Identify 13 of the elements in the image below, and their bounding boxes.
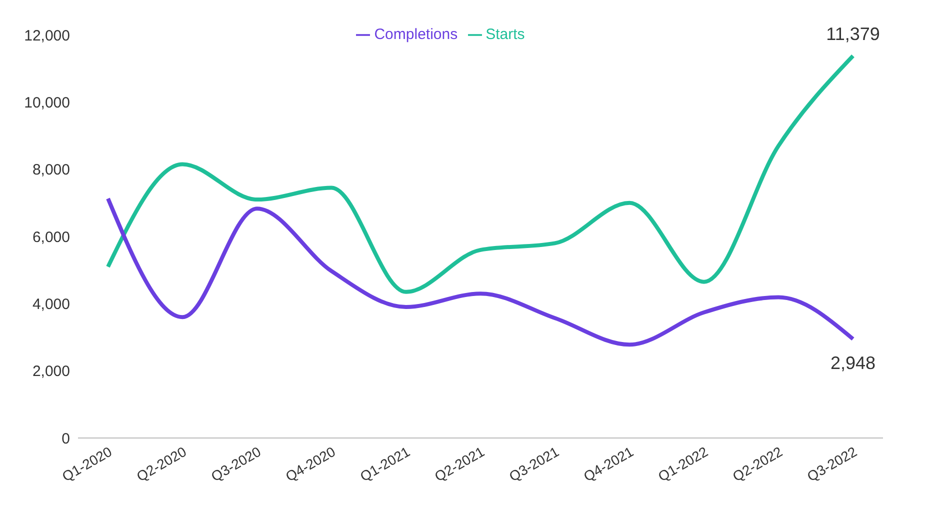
data-label: 2,948 [830,352,876,373]
data-label: 11,379 [826,24,880,44]
y-tick-label: 2,000 [32,363,70,380]
y-tick-label: 4,000 [32,296,70,313]
y-tick-label: 12,000 [24,27,70,44]
line-series [106,54,855,294]
y-tick-label: 0 [62,430,70,448]
legend-label: Completions [374,26,458,43]
legend-label: Starts [486,26,525,43]
y-tick-label: 8,000 [32,162,70,179]
line-series [106,196,855,347]
y-tick-label: 6,000 [32,228,70,246]
y-tick-label: 10,000 [24,94,70,112]
